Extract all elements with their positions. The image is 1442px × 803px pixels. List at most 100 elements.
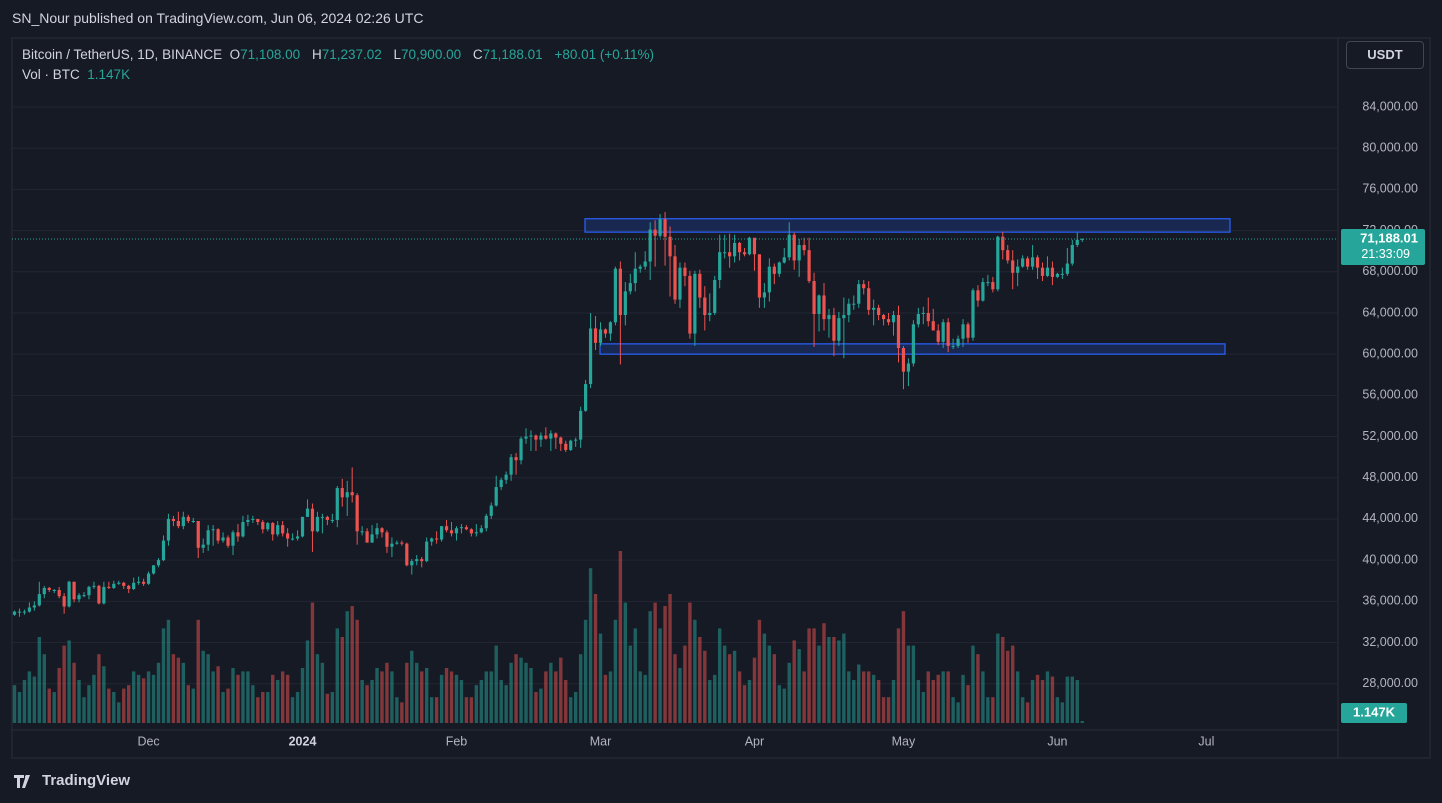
candle-body: [47, 587, 51, 590]
volume-bar: [1070, 676, 1075, 723]
volume-bar: [127, 685, 131, 723]
volume-bar: [256, 697, 260, 723]
candle-body: [1030, 257, 1035, 267]
candle-body: [852, 303, 856, 305]
candle-body: [593, 328, 598, 343]
volume-bar: [866, 671, 871, 723]
volume-bar: [271, 674, 275, 723]
candle-body: [479, 528, 483, 533]
volume-bar: [196, 619, 200, 723]
candle-body: [653, 229, 657, 236]
candle-body: [360, 531, 364, 533]
volume-bar: [722, 645, 727, 723]
candle-body: [1016, 266, 1020, 273]
volume-bar: [762, 633, 767, 723]
candle-body: [1040, 267, 1045, 276]
volume-bar: [92, 674, 96, 723]
ohlc-value: 71,188.01: [482, 47, 543, 62]
candle-body: [906, 363, 911, 372]
volume-bar: [330, 692, 335, 723]
volume-bar: [638, 671, 642, 723]
candle-body: [802, 245, 806, 251]
volume-bar: [395, 697, 399, 723]
volume-bar: [613, 619, 618, 723]
candle-body: [757, 254, 762, 298]
candle-body: [1080, 238, 1084, 240]
volume-bar: [141, 678, 146, 723]
candle-body: [539, 435, 543, 440]
candle-body: [12, 611, 17, 615]
volume-bar: [62, 645, 66, 723]
candle-body: [544, 435, 548, 439]
volume-bar: [280, 671, 285, 723]
volume-bar: [598, 633, 603, 723]
candle-body: [623, 291, 627, 316]
candle-body: [355, 495, 359, 532]
volume-bar: [385, 662, 389, 723]
candle-body: [449, 530, 454, 534]
currency-button[interactable]: USDT: [1346, 41, 1424, 69]
volume-bar: [608, 671, 613, 723]
candle-body: [673, 256, 677, 300]
candle-body: [534, 435, 538, 440]
volume-bar: [911, 645, 916, 723]
volume-bar: [628, 645, 633, 723]
candle-body: [156, 560, 161, 566]
volume-bar: [340, 637, 344, 723]
volume-bar: [439, 674, 444, 723]
volume-bar: [663, 606, 667, 723]
candle-body: [400, 542, 404, 544]
volume-bar: [241, 671, 245, 723]
candle-body: [176, 521, 180, 527]
candle-body: [365, 531, 369, 543]
candle-body: [598, 329, 603, 343]
candle-body: [142, 581, 146, 584]
volume-bar: [236, 674, 240, 723]
volume-bar: [82, 697, 86, 723]
volume-bar: [717, 628, 722, 723]
candle-body: [564, 443, 568, 450]
volume-bar: [534, 692, 538, 723]
candle-body: [1021, 258, 1025, 267]
volume-bar: [827, 637, 831, 723]
volume-bar: [797, 649, 801, 723]
candle-body: [817, 295, 821, 314]
y-tick-label: 52,000.00: [1362, 429, 1418, 443]
volume-bar: [668, 594, 672, 723]
volume-bar: [350, 606, 354, 723]
volume-bar: [837, 640, 841, 723]
candle-body: [837, 318, 841, 341]
volume-bar: [434, 697, 439, 723]
candle-body: [494, 487, 498, 506]
candle-body: [315, 516, 320, 532]
volume-bar: [355, 619, 359, 723]
candle-body: [807, 250, 811, 282]
candle-body: [579, 410, 583, 440]
volume-bar: [757, 619, 762, 723]
candle-body: [171, 518, 176, 521]
y-tick-label: 60,000.00: [1362, 346, 1418, 360]
candle-body: [921, 312, 925, 314]
volume-bar: [747, 680, 752, 723]
volume-bar: [583, 619, 588, 723]
candle-body: [951, 345, 955, 347]
candle-body: [17, 611, 22, 613]
candle-body: [345, 492, 349, 498]
legend: Bitcoin / TetherUS, 1D, BINANCE O71,108.…: [22, 45, 662, 85]
volume-bar: [569, 697, 573, 723]
volume-bar: [300, 667, 305, 723]
volume-bar: [122, 688, 126, 723]
volume-bar: [479, 680, 484, 723]
volume-bar: [325, 693, 330, 723]
candle-body: [857, 284, 861, 304]
candle-body: [454, 528, 459, 534]
volume-bar: [97, 654, 101, 723]
ohlc-value: 71,108.00: [240, 47, 301, 62]
volume-bar: [544, 671, 548, 723]
candle-body: [57, 590, 61, 597]
candle-body: [991, 282, 995, 290]
volume-bar: [216, 666, 220, 723]
candle-body: [459, 527, 464, 529]
candle-body: [554, 433, 558, 438]
